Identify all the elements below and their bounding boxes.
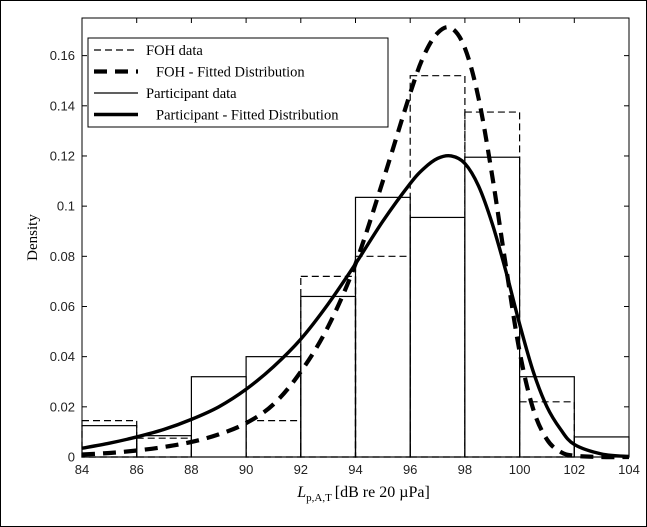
x-tick-label: 86: [129, 462, 143, 477]
x-axis-label: Lp,A,T [dB re 20 µPa]: [296, 484, 430, 504]
x-axis-label-subscript: p,A,T: [306, 492, 332, 504]
y-tick-label: 0.02: [50, 399, 75, 414]
participant-bar: [354, 196, 411, 458]
participant-fitted-curve: [81, 154, 630, 459]
fitted-curves: [81, 25, 630, 460]
participant-bar: [136, 435, 192, 458]
foh-bar: [245, 420, 302, 458]
x-tick-label: 96: [403, 462, 417, 477]
y-axis-ticks: 0 0.02 0.04 0.06 0.08 0.1 0.12 0.14 0.16: [50, 48, 629, 465]
x-tick-label: 90: [239, 462, 253, 477]
foh-fitted-curve: [81, 25, 630, 460]
y-tick-label: 0.16: [50, 48, 75, 63]
legend-label: Participant - Fitted Distribution: [156, 108, 339, 124]
x-tick-label: 102: [563, 462, 585, 477]
y-tick-label: 0.1: [57, 199, 75, 214]
participant-histogram: [81, 156, 630, 458]
y-tick-label: 0.14: [50, 98, 75, 113]
y-tick-label: 0.06: [50, 299, 75, 314]
x-tick-label: 100: [509, 462, 531, 477]
legend-label: Participant data: [146, 86, 237, 102]
legend-label: FOH data: [146, 43, 203, 59]
legend-box: [87, 37, 389, 128]
x-axis-label-main: L: [296, 484, 306, 501]
participant-bar: [409, 216, 466, 458]
x-axis-label-units: [dB re 20 µPa]: [335, 484, 430, 501]
x-tick-label: 94: [348, 462, 362, 477]
foh-bar: [354, 255, 411, 458]
y-tick-label: 0.04: [50, 349, 75, 364]
participant-bar: [300, 295, 357, 458]
x-tick-label: 104: [618, 462, 640, 477]
foh-histogram: [81, 75, 575, 458]
y-axis-label: Density: [25, 214, 41, 261]
x-tick-label: 98: [458, 462, 472, 477]
x-tick-label: 84: [75, 462, 89, 477]
x-tick-label: 92: [294, 462, 308, 477]
x-tick-label: 88: [184, 462, 198, 477]
foh-bar: [409, 75, 466, 458]
y-tick-label: 0: [68, 450, 75, 465]
legend-label: FOH - Fitted Distribution: [156, 65, 305, 81]
foh-bar: [464, 111, 521, 458]
y-tick-label: 0.12: [50, 148, 75, 163]
x-axis-ticks: 84 86 88 90 92 94 96 98 100 102 104: [75, 18, 640, 477]
legend: FOH data FOH - Fitted Distribution Partici…: [87, 37, 389, 128]
y-tick-label: 0.08: [50, 249, 75, 264]
